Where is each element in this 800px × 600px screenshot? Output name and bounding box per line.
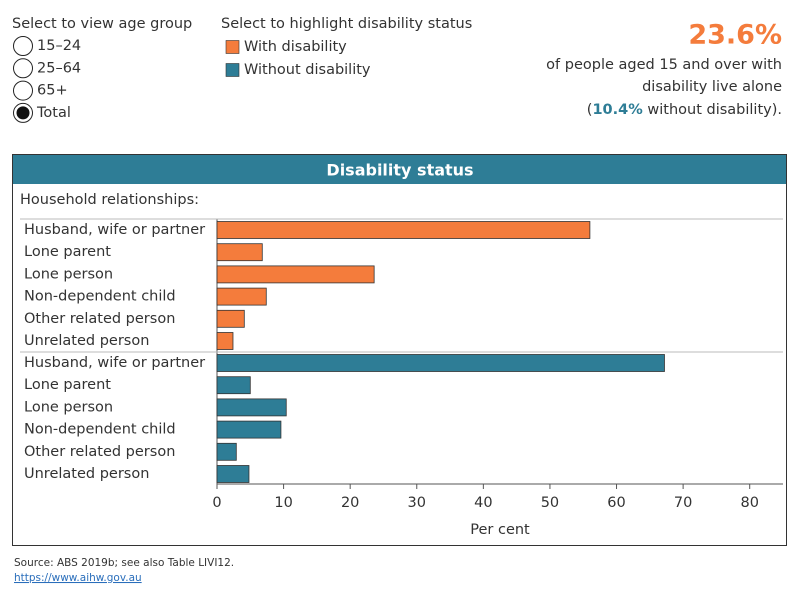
age-group-label: Select to view age group [12, 16, 192, 32]
headline: 23.6% [688, 20, 782, 51]
bar [216, 398, 287, 417]
radio-button[interactable] [13, 80, 33, 101]
highlight-label: Select to highlight disability status [221, 16, 472, 32]
radio-button[interactable] [13, 58, 33, 79]
legend-label[interactable]: Without disability [244, 62, 371, 78]
category-label: Lone person [24, 266, 113, 282]
bar [216, 465, 250, 483]
x-tick-label: 50 [541, 495, 559, 511]
chart-header [13, 155, 786, 184]
chart-subtitle: Household relationships: [20, 192, 199, 208]
bar [216, 354, 665, 372]
x-tick-label: 70 [674, 495, 692, 511]
bar [216, 332, 234, 350]
category-label: Husband, wife or partner [24, 355, 205, 371]
summary-line: of people aged 15 and over with [546, 57, 782, 73]
summary-highlight: 10.4% [592, 102, 643, 118]
chart-frame [12, 154, 787, 546]
legend-swatch[interactable] [225, 63, 240, 77]
x-tick-label: 10 [274, 495, 292, 511]
radio-dot [16, 106, 30, 120]
summary-line: (10.4% without disability). [587, 102, 782, 118]
category-label: Husband, wife or partner [24, 222, 205, 238]
bar [216, 265, 375, 284]
summary-text: without disability). [643, 102, 782, 118]
x-tick-label: 80 [740, 495, 758, 511]
bar [216, 442, 237, 461]
bar [216, 309, 245, 328]
x-tick-label: 0 [212, 495, 221, 511]
category-label: Non-dependent child [24, 289, 176, 305]
radio-label[interactable]: Total [36, 105, 71, 121]
bar [216, 376, 251, 395]
bar [216, 420, 282, 439]
legend-swatch[interactable] [225, 40, 240, 54]
legend-label[interactable]: With disability [244, 39, 347, 55]
x-tick-label: 40 [474, 495, 492, 511]
source: Source: ABS 2019b; see also Table LIVI12… [14, 557, 234, 569]
summary-text: ( [587, 102, 593, 118]
radio-label[interactable]: 25–64 [37, 60, 81, 76]
chart-title: Disability status [326, 161, 473, 180]
category-label: Other related person [24, 311, 175, 327]
x-tick-label: 30 [408, 495, 426, 511]
bar [216, 287, 267, 306]
summary-line: disability live alone [642, 79, 782, 95]
category-label: Non-dependent child [24, 422, 176, 438]
category-label: Lone parent [24, 377, 111, 393]
x-tick-label: 60 [607, 495, 625, 511]
radio-button[interactable] [13, 36, 33, 56]
x-axis-label: Per cent [470, 522, 530, 538]
category-label: Other related person [24, 444, 175, 460]
radio-label[interactable]: 15–24 [37, 38, 81, 54]
x-tick-label: 20 [341, 495, 359, 511]
category-label: Lone parent [24, 244, 111, 260]
category-label: Unrelated person [24, 333, 149, 349]
bar [216, 221, 591, 239]
category-label: Unrelated person [24, 466, 149, 482]
bar [216, 243, 263, 262]
category-label: Lone person [24, 399, 113, 415]
radio-label[interactable]: 65+ [37, 83, 68, 99]
link[interactable]: https://www.aihw.gov.au [14, 572, 142, 584]
